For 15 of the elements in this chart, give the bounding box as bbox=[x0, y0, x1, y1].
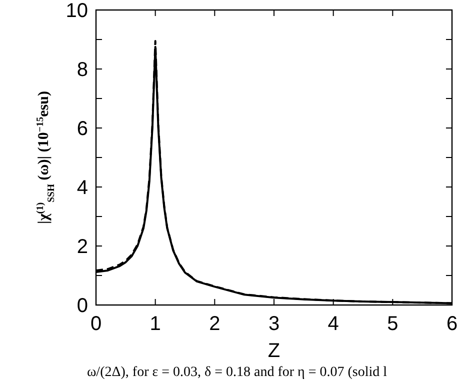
y-tick-label: 2 bbox=[76, 236, 88, 258]
x-tick-label: 5 bbox=[387, 313, 398, 335]
y-tick-label: 6 bbox=[76, 118, 88, 140]
y-tick-label: 4 bbox=[76, 177, 88, 199]
x-tick-label: 2 bbox=[209, 313, 220, 335]
text: ω/(2Δ), for ε = 0.03, δ = 0.18 and for η = 0.07 (solid l bbox=[86, 365, 388, 380]
y-tick-label: 10 bbox=[66, 0, 88, 22]
x-tick-label: 0 bbox=[90, 313, 102, 335]
x-axis-title: Z bbox=[268, 340, 280, 362]
y-tick-label: 0 bbox=[76, 295, 88, 317]
y-tick-label: 8 bbox=[76, 59, 88, 81]
x-tick-label: 1 bbox=[150, 313, 161, 335]
x-tick-label: 3 bbox=[268, 313, 280, 335]
x-tick-label: 6 bbox=[446, 313, 458, 335]
x-tick-label: 4 bbox=[328, 313, 339, 335]
